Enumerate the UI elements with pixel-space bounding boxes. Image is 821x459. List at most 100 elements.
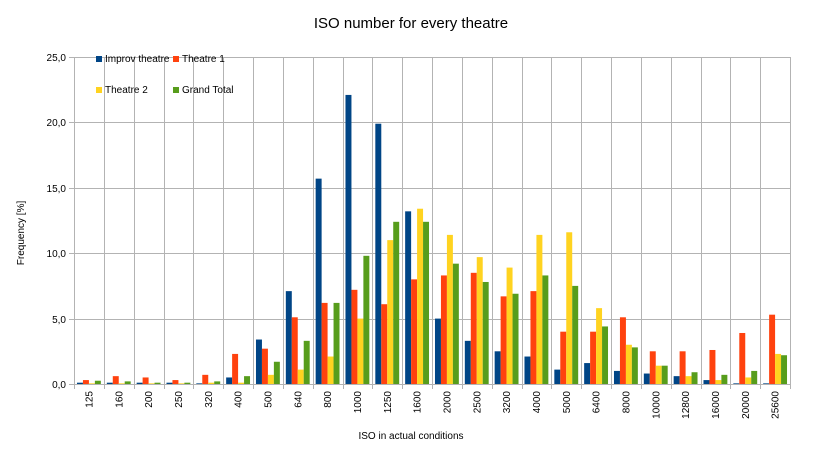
bar [333, 302, 340, 384]
bar [536, 234, 543, 384]
x-tick-label: 2500 [472, 391, 483, 414]
x-tick-label: 25600 [771, 391, 782, 419]
bar [142, 377, 149, 384]
x-tick-label: 1250 [383, 391, 394, 414]
bar [524, 356, 531, 384]
x-tick-label: 160 [114, 391, 125, 408]
x-tick-label: 8000 [621, 391, 632, 414]
bar [124, 381, 131, 384]
x-tick-label: 6400 [592, 391, 603, 414]
bar [82, 380, 89, 384]
bar [542, 275, 549, 384]
bar [494, 351, 501, 384]
bar [691, 372, 698, 384]
bar [423, 221, 430, 384]
x-tick-label: 400 [234, 391, 245, 408]
bar [291, 317, 298, 384]
bar [172, 380, 179, 384]
bar [226, 377, 233, 384]
bar [763, 383, 770, 384]
bar [554, 369, 561, 384]
bar [387, 240, 394, 384]
bar [506, 267, 513, 384]
bar [619, 317, 626, 384]
bar [751, 370, 758, 384]
bar [166, 382, 173, 384]
bar [315, 178, 322, 384]
y-tick-label: 10,0 [47, 249, 67, 260]
legend-label: Theatre 2 [105, 85, 148, 96]
bar [566, 232, 573, 384]
bar [214, 381, 221, 384]
bar [655, 365, 662, 384]
bar [631, 347, 638, 384]
bar [345, 94, 352, 385]
bar [673, 376, 680, 384]
bar [769, 314, 776, 384]
bar [76, 382, 83, 384]
x-tick-label: 1000 [353, 391, 364, 414]
y-tick-label: 15,0 [47, 184, 67, 195]
x-tick-label: 16000 [711, 391, 722, 419]
legend-label: Theatre 1 [182, 54, 225, 65]
bar [112, 376, 119, 384]
bar [417, 208, 424, 384]
bar [351, 289, 358, 384]
x-tick-label: 4000 [532, 391, 543, 414]
bar [584, 363, 591, 384]
bar [775, 353, 782, 384]
bar [679, 351, 686, 384]
x-tick-label: 2000 [442, 391, 453, 414]
x-tick-label: 10000 [651, 391, 662, 419]
bar [476, 257, 483, 384]
bar [297, 369, 304, 384]
x-tick-label: 12800 [681, 391, 692, 419]
x-tick-label: 800 [323, 391, 334, 408]
bar [452, 263, 459, 384]
bar [446, 234, 453, 384]
bar [596, 308, 603, 384]
bar [273, 361, 280, 384]
y-axis-label: Frequency [%] [16, 201, 27, 266]
bar [560, 331, 567, 384]
legend-swatch [173, 87, 179, 93]
bar [739, 332, 746, 384]
legend: Improv theatre Theatre 1 Theatre 2 Grand To… [96, 54, 234, 96]
bar [715, 380, 722, 384]
x-tick-label: 500 [263, 391, 274, 408]
bar [196, 383, 203, 384]
bar [261, 348, 268, 384]
bar [178, 383, 185, 384]
bar [512, 293, 519, 384]
bar [709, 349, 716, 384]
bar [106, 382, 113, 384]
bar [94, 380, 101, 384]
bar [733, 383, 740, 384]
bar [154, 382, 161, 384]
bar [208, 382, 215, 384]
bar [321, 302, 328, 384]
bar [285, 291, 292, 384]
bar [745, 377, 752, 384]
bar [118, 383, 125, 384]
x-axis-label: ISO in actual conditions [358, 431, 463, 442]
bar [232, 353, 239, 384]
bar [375, 123, 382, 385]
bar [148, 383, 155, 384]
bar [464, 340, 471, 384]
bar [244, 376, 251, 384]
bar [572, 285, 579, 384]
legend-swatch [96, 87, 102, 93]
bar [685, 376, 692, 384]
bar [184, 382, 191, 384]
bar [530, 291, 537, 384]
bar [721, 374, 728, 384]
bar [303, 340, 310, 384]
x-tick-label: 250 [174, 391, 185, 408]
bar [393, 221, 400, 384]
bar [482, 281, 489, 384]
legend-label: Grand Total [182, 85, 234, 96]
bar [381, 304, 388, 384]
bar [411, 279, 418, 384]
